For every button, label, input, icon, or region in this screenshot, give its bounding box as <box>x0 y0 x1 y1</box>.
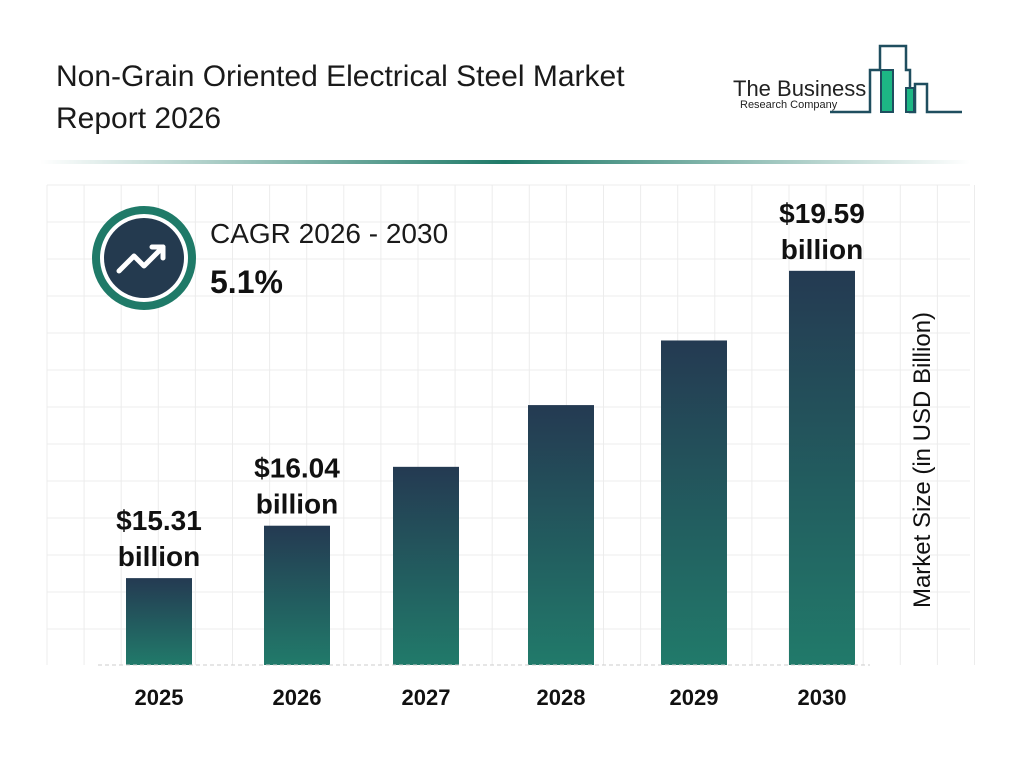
svg-text:The Business: The Business <box>733 76 866 101</box>
x-tick-label: 2026 <box>273 685 322 710</box>
y-axis-label: Market Size (in USD Billion) <box>909 311 936 609</box>
title-line-1: Non-Grain Oriented Electrical Steel Mark… <box>56 60 625 93</box>
data-label: billion <box>781 234 863 265</box>
trending-up-icon <box>116 244 166 274</box>
x-tick-label: 2028 <box>537 685 586 710</box>
page-title: Non-Grain Oriented Electrical Steel Mark… <box>56 56 736 140</box>
company-logo: The Business Research Company <box>733 44 962 114</box>
x-tick-label: 2027 <box>402 685 451 710</box>
bar-2028 <box>528 405 594 665</box>
svg-text:Research Company: Research Company <box>740 99 838 111</box>
cagr-value: 5.1% <box>210 264 283 300</box>
bar-2026 <box>264 525 330 665</box>
header-divider <box>40 160 970 164</box>
x-tick-label: 2030 <box>798 685 847 710</box>
bar-2030 <box>789 270 855 665</box>
cagr-label: CAGR 2026 - 2030 <box>210 218 449 249</box>
x-tick-label: 2029 <box>670 685 719 710</box>
data-label: $16.04 <box>254 453 340 484</box>
data-label: $19.59 <box>779 198 865 229</box>
data-label: billion <box>256 489 338 520</box>
x-tick-label: 2025 <box>135 685 184 710</box>
title-line-2: Report 2026 <box>56 102 222 135</box>
data-label: $15.31 <box>116 505 202 536</box>
bar-2025 <box>126 578 192 665</box>
bars <box>126 270 855 665</box>
cagr-badge <box>92 206 196 310</box>
bar-2027 <box>393 466 459 665</box>
bar-2029 <box>661 340 727 665</box>
data-label: billion <box>118 541 200 572</box>
